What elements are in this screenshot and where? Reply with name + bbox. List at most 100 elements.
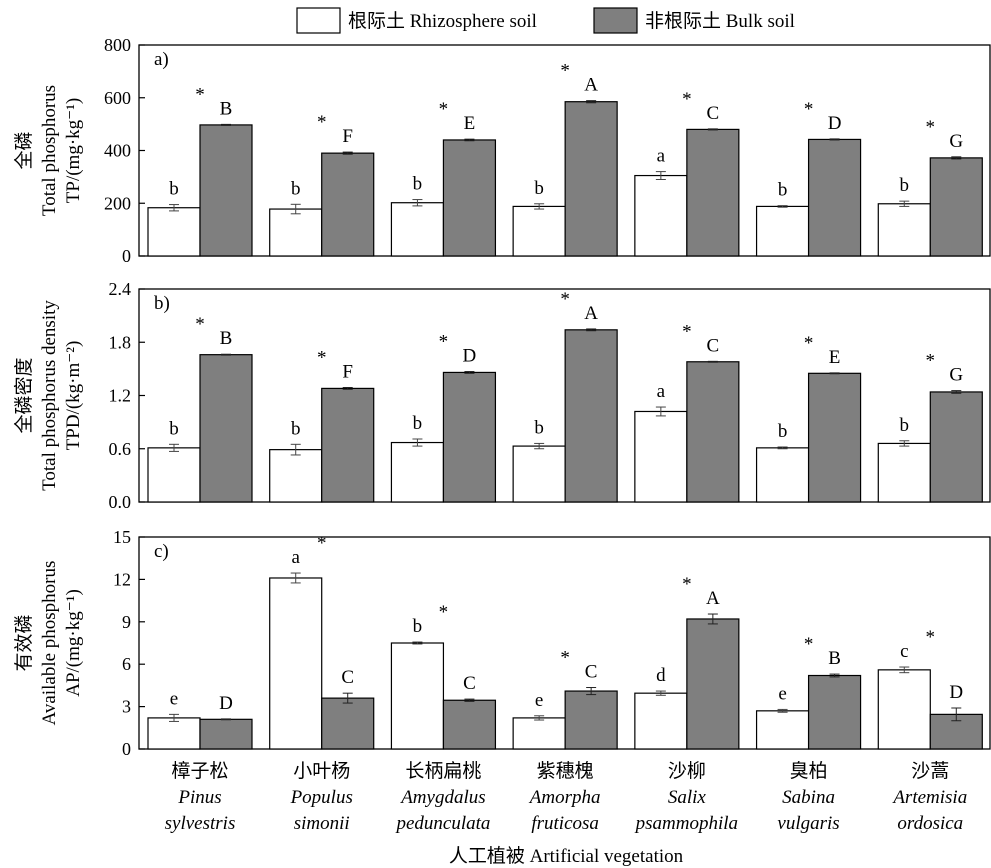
significance-letter: b: [900, 415, 910, 436]
significance-letter: D: [219, 693, 233, 714]
y-axis-label-cn: 全磷: [13, 131, 35, 169]
significance-letter: b: [778, 421, 788, 442]
category-label: 紫穗槐 Amorpha fruticosa: [528, 760, 601, 834]
bar: [686, 128, 740, 257]
category-labels: 樟子松 Pinus sylvestris 小叶杨 Populus simonii 长柄扁桃 A…: [165, 760, 968, 834]
y-tick-label: 0: [122, 739, 131, 759]
y-axis-label-cn: 全磷密度: [13, 357, 35, 433]
bar: [199, 718, 253, 750]
significance-letter: E: [829, 347, 841, 368]
significance-letter: C: [341, 667, 354, 688]
category-label: 小叶杨 Populus simonii: [290, 760, 353, 834]
significance-letter: b: [291, 178, 301, 199]
significance-asterisk: *: [195, 314, 205, 335]
significance-letter: b: [534, 417, 544, 438]
x-axis-title: 人工植被 Artificial vegetation: [449, 845, 684, 867]
significance-asterisk: *: [682, 321, 692, 342]
y-tick-label: 1.8: [109, 332, 132, 352]
bar: [807, 138, 862, 257]
significance-letter: b: [900, 175, 910, 196]
bar: [807, 372, 862, 503]
y-axis-label-en: Total phosphorus density: [39, 300, 60, 491]
y-axis-label-unit: AP/(mg·kg⁻¹): [63, 589, 84, 697]
significance-letter: C: [585, 662, 598, 683]
significance-letter: D: [949, 682, 963, 703]
bar: [442, 371, 497, 503]
chart-panel-1: 0 200 400 600 800 全磷 Total phosphorus TP/(mg·kg…: [13, 35, 991, 266]
plot-frame: [138, 536, 991, 750]
significance-letter: e: [535, 690, 543, 711]
bar: [390, 202, 445, 257]
significance-letter: a: [657, 381, 666, 402]
category-latin-genus: Pinus: [177, 787, 221, 808]
category-latin-genus: Amygdalus: [399, 787, 485, 808]
significance-letter: D: [463, 346, 477, 367]
category-cn-name: 臭柏: [790, 760, 828, 782]
significance-asterisk: *: [439, 99, 449, 120]
bar: [147, 447, 201, 503]
bar: [390, 642, 445, 750]
category-latin-species: psammophila: [634, 813, 738, 834]
significance-letter: A: [584, 75, 598, 96]
significance-asterisk: *: [195, 84, 205, 105]
y-tick-label: 9: [122, 612, 131, 632]
significance-letter: a: [291, 547, 300, 568]
legend-label-bulk: 非根际土 Bulk soil: [645, 10, 795, 32]
bar: [442, 139, 497, 257]
panel-label: b): [154, 293, 170, 314]
y-tick-label: 3: [122, 697, 131, 717]
bar: [564, 329, 618, 503]
category-latin-genus: Salix: [668, 787, 707, 808]
significance-letter: b: [778, 180, 788, 201]
bar: [564, 101, 618, 257]
significance-asterisk: *: [560, 648, 570, 669]
significance-letter: G: [949, 365, 963, 386]
significance-letter: b: [413, 413, 423, 434]
y-tick-label: 0: [122, 246, 131, 266]
significance-letter: b: [534, 178, 544, 199]
category-cn-name: 樟子松: [171, 760, 228, 782]
significance-asterisk: *: [926, 117, 936, 138]
y-axis-label-en: Available phosphorus: [39, 561, 60, 726]
category-latin-genus: Amorpha: [528, 787, 601, 808]
significance-letter: C: [707, 103, 720, 124]
category-latin-species: ordosica: [897, 813, 963, 834]
bar: [269, 208, 323, 257]
significance-letter: F: [342, 126, 353, 147]
y-tick-label: 12: [113, 569, 131, 589]
category-latin-genus: Artemisia: [891, 787, 967, 808]
y-axis-label-unit: TPD/(kg·m⁻²): [63, 341, 84, 451]
significance-letter: C: [463, 673, 476, 694]
bar: [877, 203, 931, 257]
bar: [512, 717, 566, 750]
significance-letter: E: [464, 113, 476, 134]
significance-asterisk: *: [804, 634, 814, 655]
significance-letter: F: [342, 362, 353, 383]
significance-letter: C: [707, 335, 720, 356]
significance-letter: a: [657, 146, 666, 167]
category-label: 樟子松 Pinus sylvestris: [165, 760, 236, 834]
bar: [634, 692, 688, 750]
significance-letter: b: [169, 418, 179, 439]
category-latin-species: pedunculata: [394, 813, 490, 834]
bar: [686, 618, 740, 750]
bar: [634, 410, 688, 503]
category-cn-name: 长柄扁桃: [405, 760, 481, 782]
y-tick-label: 2.4: [109, 279, 132, 299]
bar: [877, 669, 931, 750]
category-cn-name: 沙蒿: [911, 760, 949, 782]
significance-letter: d: [656, 665, 666, 686]
y-tick-label: 600: [104, 88, 131, 108]
significance-letter: c: [900, 641, 908, 662]
y-tick-label: 200: [104, 193, 131, 213]
bar: [929, 157, 983, 257]
category-latin-species: simonii: [294, 813, 350, 834]
bar: [321, 387, 375, 503]
category-label: 臭柏 Sabina vulgaris: [777, 760, 839, 834]
significance-asterisk: *: [560, 61, 570, 82]
category-latin-genus: Sabina: [782, 787, 835, 808]
bar: [929, 391, 983, 503]
legend-swatch-bulk: [593, 7, 638, 34]
category-label: 沙蒿 Artemisia ordosica: [891, 760, 967, 834]
chart-panel-3: 0 3 6 9 12 15 有效磷 Available phosphorus AP/(mg·kg…: [13, 527, 991, 759]
